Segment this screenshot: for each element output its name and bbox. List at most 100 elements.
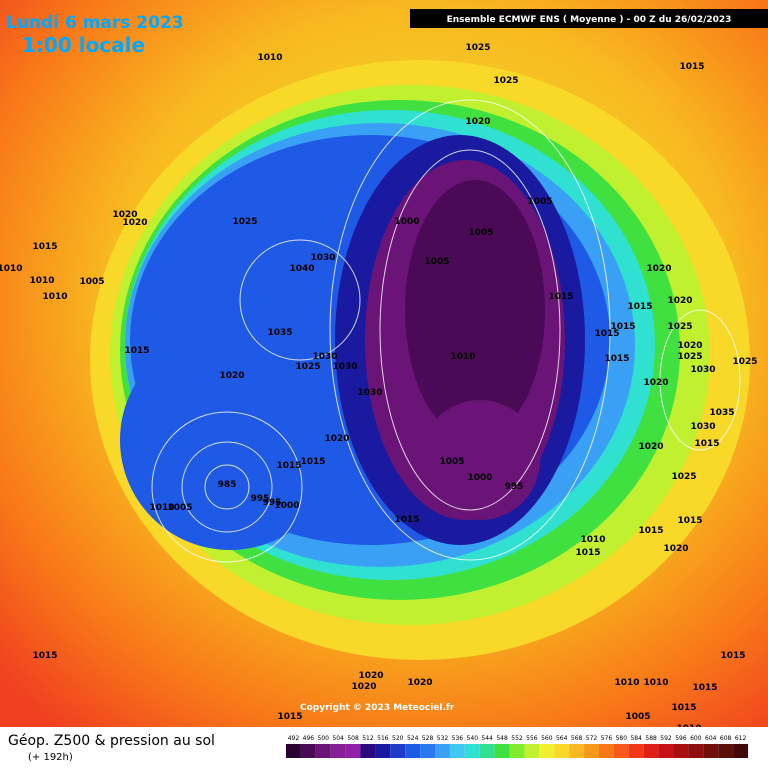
pressure-label: 1010 <box>42 292 67 302</box>
legend-swatch <box>405 744 421 758</box>
legend-label: 516 <box>377 735 389 742</box>
legend-swatch <box>449 744 465 758</box>
pressure-label: 1035 <box>709 408 734 418</box>
pressure-label: 1020 <box>667 296 692 306</box>
legend-label: 608 <box>720 735 732 742</box>
legend-swatch <box>658 744 674 758</box>
pressure-label: 1005 <box>79 277 104 287</box>
pressure-label: 1025 <box>493 76 518 86</box>
pressure-label: 1020 <box>219 371 244 381</box>
pressure-label: 1015 <box>277 712 302 722</box>
pressure-label: 1010 <box>257 53 282 63</box>
pressure-label: 1010 <box>0 264 23 274</box>
legend-swatch <box>375 744 391 758</box>
legend-swatch <box>539 744 555 758</box>
legend-label: 564 <box>556 735 568 742</box>
legend-label: 544 <box>481 735 493 742</box>
pressure-label: 1015 <box>575 548 600 558</box>
legend-label: 592 <box>660 735 672 742</box>
legend-swatch <box>613 744 629 758</box>
legend-label: 580 <box>616 735 628 742</box>
legend-swatch <box>435 744 450 758</box>
copyright: Copyright © 2023 Meteociel.fr <box>300 703 455 713</box>
legend-label: 556 <box>526 735 538 742</box>
legend-swatch <box>524 744 540 758</box>
pressure-label: 1005 <box>439 457 464 467</box>
legend-label: 584 <box>630 735 642 742</box>
legend-swatch <box>554 744 570 758</box>
lead-time: (+ 192h) <box>28 752 73 763</box>
pressure-label: 1015 <box>610 322 635 332</box>
pressure-label: 1025 <box>295 362 320 372</box>
legend-label: 568 <box>571 735 583 742</box>
pressure-label: 1030 <box>690 365 715 375</box>
pressure-label: 1025 <box>667 322 692 332</box>
legend-label: 560 <box>541 735 553 742</box>
legend-label: 524 <box>407 735 419 742</box>
legend-swatch <box>688 744 704 758</box>
pressure-label: 1005 <box>468 228 493 238</box>
legend-label: 520 <box>392 735 404 742</box>
pressure-label: 1020 <box>324 434 349 444</box>
legend-swatch <box>718 744 734 758</box>
legend-label: 536 <box>452 735 464 742</box>
pressure-label: 1020 <box>351 682 376 692</box>
pressure-label: 1015 <box>548 292 573 302</box>
pressure-label: 1020 <box>677 341 702 351</box>
model-box <box>410 9 768 28</box>
footer-title: Géop. Z500 & pression au sol <box>8 733 215 749</box>
pressure-label: 1015 <box>638 526 663 536</box>
pressure-label: 1015 <box>300 457 325 467</box>
pressure-label: 1015 <box>720 651 745 661</box>
legend-swatch <box>315 744 331 758</box>
pressure-label: 1015 <box>32 242 57 252</box>
pressure-label: 1015 <box>692 683 717 693</box>
pressure-label: 1025 <box>232 217 257 227</box>
pressure-label: 1015 <box>394 515 419 525</box>
pressure-label: 1025 <box>732 357 757 367</box>
legend-label: 548 <box>496 735 508 742</box>
pressure-label: 1020 <box>358 671 383 681</box>
legend-label: 576 <box>601 735 613 742</box>
time: 1:00 locale <box>22 33 145 57</box>
pressure-label: 1010 <box>643 678 668 688</box>
legend-label: 572 <box>586 735 598 742</box>
pressure-label: 1015 <box>627 302 652 312</box>
legend-label: 496 <box>303 735 315 742</box>
legend-label: 528 <box>422 735 434 742</box>
pressure-label: 995 <box>505 482 524 492</box>
pressure-label: 1020 <box>643 378 668 388</box>
geopotential-fields <box>90 60 750 660</box>
legend-swatch <box>703 744 719 758</box>
legend-label: 604 <box>705 735 717 742</box>
pressure-label: 1040 <box>289 264 314 274</box>
legend-label: 612 <box>735 735 747 742</box>
pressure-label: 1020 <box>407 678 432 688</box>
legend-swatch <box>569 744 585 758</box>
legend-swatch <box>300 744 316 758</box>
pressure-label: 1000 <box>274 501 299 511</box>
pressure-label: 1005 <box>167 503 192 513</box>
pressure-label: 1010 <box>580 535 605 545</box>
legend-swatch <box>494 744 510 758</box>
pressure-label: 1015 <box>694 439 719 449</box>
legend-swatch <box>479 744 495 758</box>
legend-swatch <box>643 744 659 758</box>
legend-label: 532 <box>437 735 449 742</box>
pressure-label: 1005 <box>625 712 650 722</box>
pressure-label: 1005 <box>527 197 552 207</box>
pressure-label: 1015 <box>124 346 149 356</box>
legend-label: 500 <box>318 735 330 742</box>
pressure-label: 1015 <box>594 329 619 339</box>
legend-swatch <box>673 744 689 758</box>
date: Lundi 6 mars 2023 <box>6 13 184 33</box>
pressure-label: 1035 <box>267 328 292 338</box>
pressure-label: 1010 <box>29 276 54 286</box>
model-info: Ensemble ECMWF ENS ( Moyenne ) - 00 Z du… <box>447 15 732 25</box>
pressure-label: 1030 <box>310 253 335 263</box>
pressure-label: 1010 <box>450 352 475 362</box>
legend-swatch <box>360 744 376 758</box>
legend-swatch <box>628 744 644 758</box>
